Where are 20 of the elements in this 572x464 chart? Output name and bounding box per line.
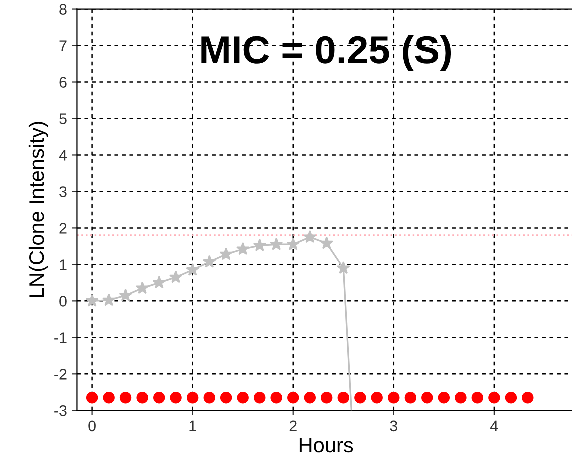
y-tick-label: 7 <box>60 40 67 52</box>
x-tick-label: 0 <box>88 420 96 432</box>
x-tick-label: 1 <box>190 420 196 432</box>
y-tick-label: 2 <box>60 223 67 234</box>
annotation: MIC = 0.25 (S) <box>202 35 452 72</box>
y-tick-label: 8 <box>60 4 67 15</box>
y-tick-label: -3 <box>54 406 67 416</box>
y-axis-title: LN(Clone Intensity) <box>28 122 48 298</box>
y-tick-label: 3 <box>60 186 67 198</box>
x-tick-label: 4 <box>490 420 498 432</box>
x-axis-title: Hours <box>300 438 354 453</box>
x-tick-label: 3 <box>390 420 398 432</box>
y-tick-label: 5 <box>60 114 67 124</box>
x-tick-label: 2 <box>290 420 297 432</box>
y-tick-label: -2 <box>54 369 67 380</box>
y-tick-label: 0 <box>60 296 67 307</box>
y-tick-label: 4 <box>59 150 68 161</box>
y-tick-label: 6 <box>60 77 67 88</box>
y-tick-label: -1 <box>54 332 67 344</box>
y-tick-label: 1 <box>60 260 67 270</box>
